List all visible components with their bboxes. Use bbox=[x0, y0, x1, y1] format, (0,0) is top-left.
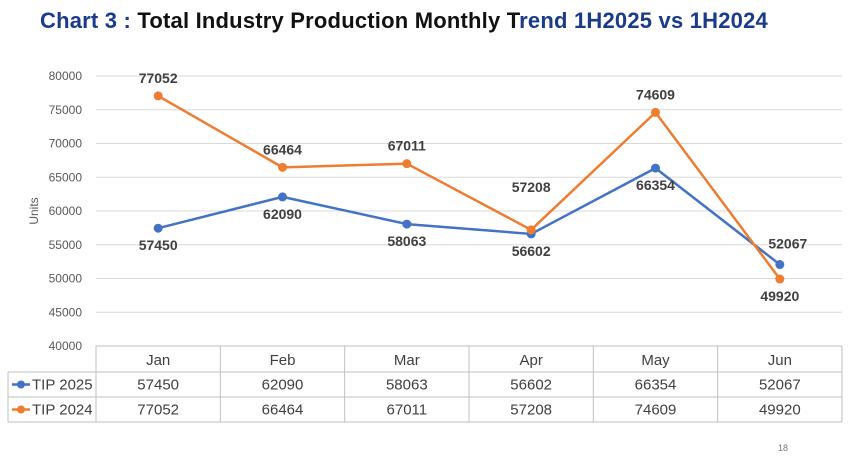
table-cell: 57450 bbox=[137, 377, 179, 394]
table-cell: 58063 bbox=[386, 377, 428, 394]
y-tick-label: 65000 bbox=[49, 170, 83, 184]
legend-label: TIP 2024 bbox=[32, 402, 93, 419]
data-label: 66464 bbox=[263, 141, 302, 157]
data-label: 58063 bbox=[387, 233, 426, 249]
table-cell: 67011 bbox=[387, 402, 428, 419]
series-line bbox=[157, 166, 781, 266]
data-point bbox=[651, 163, 660, 173]
table-cell: 77052 bbox=[137, 402, 179, 419]
data-label: 56602 bbox=[512, 243, 551, 259]
x-tick-label: Jan bbox=[146, 352, 170, 369]
data-point bbox=[775, 260, 785, 270]
series-line bbox=[157, 94, 781, 280]
chart-title-tail: rend 1H2025 vs 1H2024 bbox=[519, 8, 768, 33]
data-point bbox=[775, 274, 785, 284]
x-tick-label: Feb bbox=[270, 352, 296, 369]
x-tick-label: May bbox=[641, 352, 670, 369]
table-cell: 57208 bbox=[510, 402, 552, 419]
data-label: 52067 bbox=[768, 236, 807, 252]
y-axis-label: Units bbox=[27, 197, 41, 224]
y-tick-label: 75000 bbox=[49, 103, 83, 117]
data-label: 74609 bbox=[636, 86, 675, 102]
y-tick-label: 55000 bbox=[49, 238, 83, 252]
chart-title-prefix: Chart 3 : bbox=[40, 8, 132, 33]
table-cell: 66464 bbox=[262, 402, 304, 419]
table-cell: 56602 bbox=[510, 377, 552, 394]
data-label: 77052 bbox=[139, 70, 178, 86]
data-point bbox=[526, 225, 536, 235]
data-point bbox=[651, 107, 660, 117]
chart-title: Chart 3 : Total Industry Production Mont… bbox=[40, 8, 768, 34]
data-point bbox=[153, 223, 163, 233]
y-tick-label: 80000 bbox=[49, 69, 83, 83]
legend-marker bbox=[17, 380, 25, 389]
x-tick-label: Apr bbox=[519, 352, 542, 369]
data-label: 57208 bbox=[512, 179, 551, 195]
table-cell: 74609 bbox=[635, 402, 677, 419]
data-point bbox=[153, 91, 163, 101]
data-label: 66354 bbox=[636, 177, 675, 193]
table-cell: 52067 bbox=[759, 377, 801, 394]
y-tick-label: 40000 bbox=[49, 339, 83, 353]
data-label: 62090 bbox=[263, 206, 302, 222]
legend-marker bbox=[17, 405, 25, 414]
data-label: 67011 bbox=[388, 138, 426, 154]
y-tick-label: 60000 bbox=[49, 204, 83, 218]
y-tick-label: 50000 bbox=[49, 272, 83, 286]
x-tick-label: Jun bbox=[768, 352, 792, 369]
y-tick-label: 70000 bbox=[49, 137, 83, 151]
data-label: 57450 bbox=[139, 237, 178, 253]
data-point bbox=[402, 219, 412, 229]
data-point bbox=[402, 159, 412, 169]
data-label: 49920 bbox=[760, 288, 799, 304]
data-point bbox=[278, 162, 287, 172]
table-cell: 62090 bbox=[262, 377, 304, 394]
chart-title-main: Total Industry Production Monthly T bbox=[137, 8, 520, 33]
table-cell: 66354 bbox=[635, 377, 677, 394]
data-point bbox=[278, 192, 287, 202]
y-tick-label: 45000 bbox=[49, 305, 83, 319]
x-tick-label: Mar bbox=[394, 352, 420, 369]
table-cell: 49920 bbox=[759, 402, 801, 419]
page-number: 18 bbox=[777, 443, 788, 453]
legend-label: TIP 2025 bbox=[32, 377, 93, 394]
